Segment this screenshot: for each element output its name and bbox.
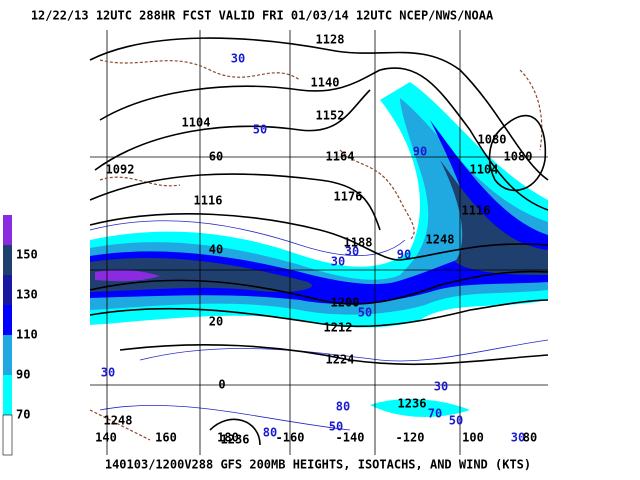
colorbar [2,215,13,456]
height-contour [89,299,549,328]
map [89,30,549,455]
isotach-110 [90,120,548,304]
height-contour [488,114,547,192]
header: 12/22/13 12UTC 288HR FCST VALID FRI 01/0… [31,9,494,23]
isotach-label: 80 [336,400,350,414]
isotach-label: 30 [345,245,359,259]
height-label: 1104 [470,163,499,177]
footer: 140103/1200V288 GFS 200MB HEIGHTS, ISOTA… [105,458,531,472]
lat-label: 0 [218,378,225,392]
height-contour [94,89,371,171]
height-label: 1236 [398,397,427,411]
colorbar-swatch [3,305,12,335]
height-label: 1164 [326,150,355,164]
colorbar-label: 90 [16,368,30,382]
lon-label: -140 [336,431,365,445]
isotach-label: 90 [397,248,411,262]
isotach-label: 30 [511,431,525,445]
lat-label: 20 [209,315,223,329]
lat-label: 60 [209,150,223,164]
colorbar-swatch [3,335,12,375]
isotach-contour [89,220,549,431]
height-label: 1128 [316,33,345,47]
height-label: 1248 [426,233,455,247]
isotach-label: 80 [263,426,277,440]
isotach-label: 30 [101,366,115,380]
lon-label: 160 [155,431,177,445]
isotach-label: 70 [428,407,442,421]
lon-label: -120 [396,431,425,445]
height-contour [89,213,549,261]
height-label: 1104 [182,116,211,130]
height-label: 1140 [311,76,340,90]
height-label: 1080 [478,133,507,147]
isotach-70 [370,398,470,417]
height-label: 1152 [316,109,345,123]
colorbar-swatch [3,215,12,245]
lon-label: 100 [462,431,484,445]
height-label: 1116 [194,194,223,208]
lat-label: 40 [209,243,223,257]
height-contour [89,37,549,181]
colorbar-label: 110 [16,328,38,342]
colorbar-swatch [3,245,12,275]
height-contour [209,418,261,446]
height-contour [89,173,381,231]
colorbar-label: 70 [16,408,30,422]
height-label: 1080 [504,150,533,164]
lat-lon-grid [90,30,548,455]
coastline [89,59,543,441]
isotach-label: 50 [358,306,372,320]
height-contour [89,270,549,305]
isotach-label: 30 [434,380,448,394]
colorbar-label: 130 [16,288,38,302]
lon-label: -160 [276,431,305,445]
isotach-150 [95,269,160,282]
isotach-label: 30 [331,255,345,269]
isotach-label: 90 [413,145,427,159]
height-contour [119,344,549,366]
lon-label: 80 [523,431,537,445]
colorbar-label: 150 [16,248,38,262]
isotach-label: 50 [253,123,267,137]
lon-label: 180 [217,431,239,445]
colorbar-swatch [3,375,12,415]
height-label: 1092 [106,163,135,177]
isotach-label: 30 [231,52,245,66]
isotach-label: 50 [329,420,343,434]
height-label: 1212 [324,321,353,335]
lon-label: 140 [95,431,117,445]
height-label: 1176 [334,190,363,204]
height-label: 1188 [344,236,373,250]
colorbar-swatch [3,275,12,305]
height-label: 1236 [221,433,250,447]
colorbar-swatch [2,414,13,456]
height-label: 1116 [462,204,491,218]
height-label: 1224 [326,353,355,367]
height-label: 1248 [104,414,133,428]
isotach-label: 50 [449,414,463,428]
height-label: 1200 [331,296,360,310]
